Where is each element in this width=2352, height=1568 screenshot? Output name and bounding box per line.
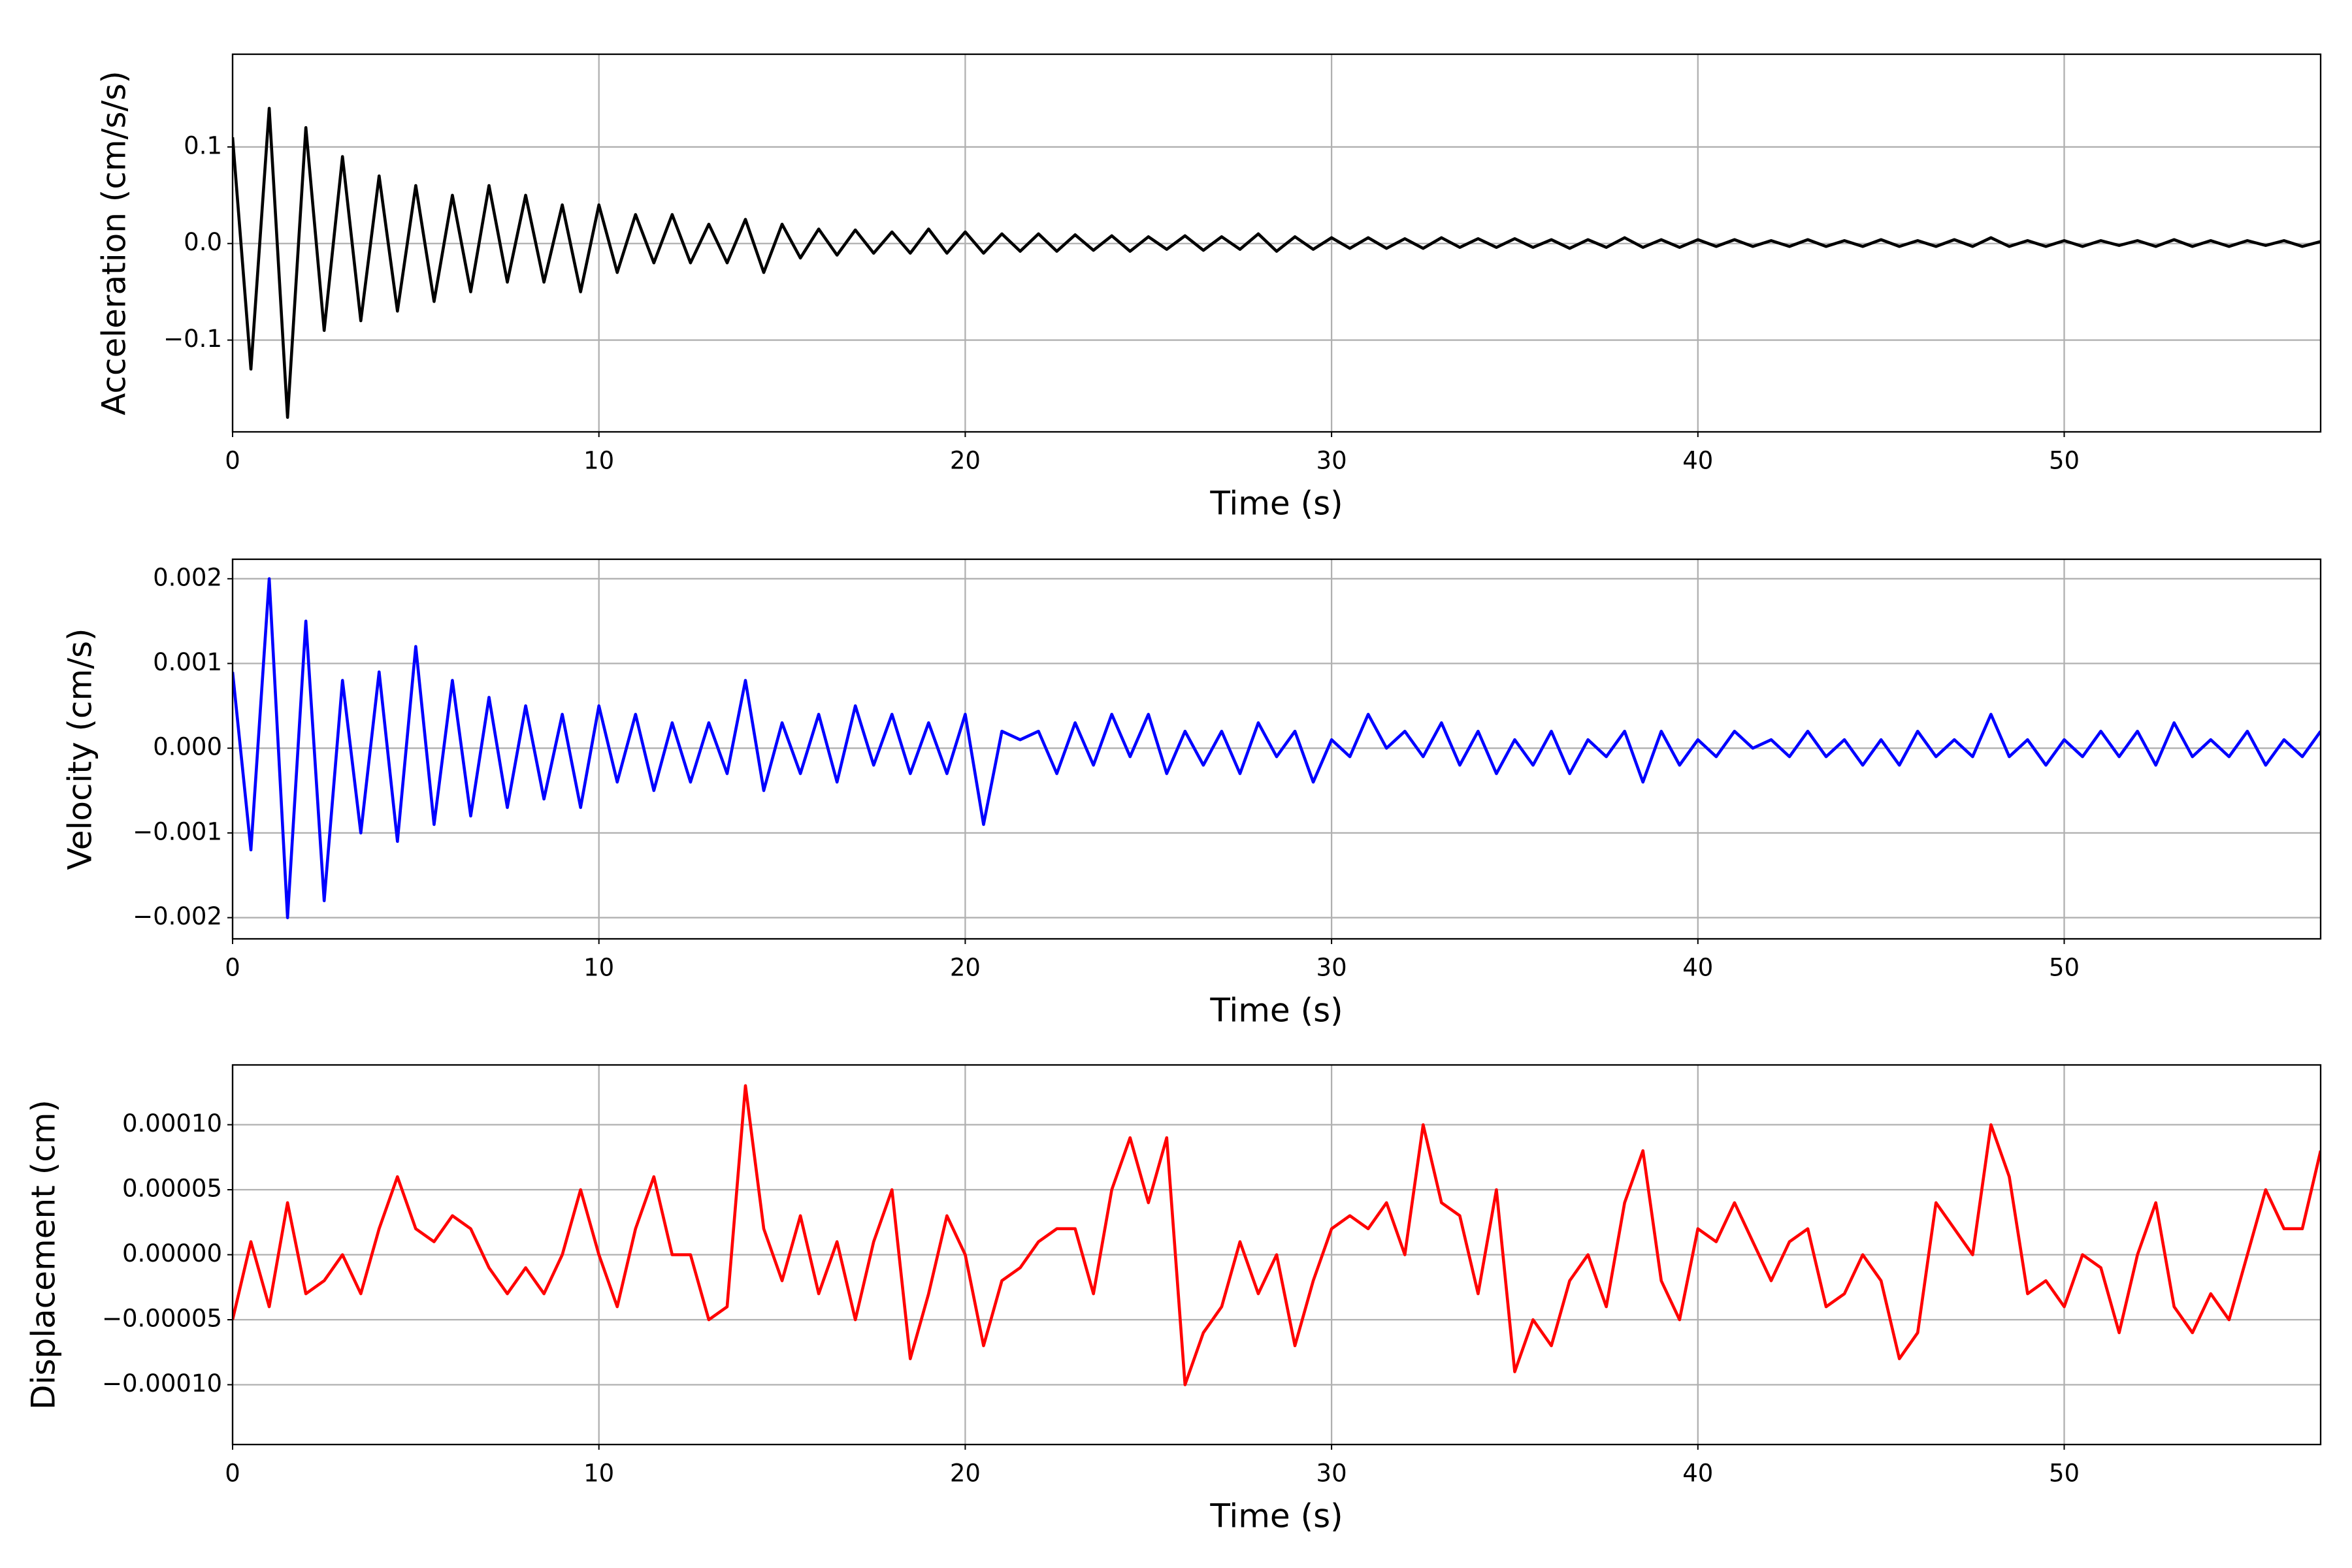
data-line bbox=[233, 1084, 2321, 1386]
x-tick-label: 20 bbox=[950, 447, 981, 475]
y-tick-label: 0.00005 bbox=[122, 1175, 222, 1203]
x-tick-label: 10 bbox=[583, 447, 614, 475]
y-axis-label: Displacement (cm) bbox=[25, 1100, 63, 1410]
x-tick-label: 0 bbox=[225, 1460, 240, 1488]
y-tick-label: 0.0 bbox=[184, 228, 222, 256]
x-tick-label: 40 bbox=[1682, 1460, 1713, 1488]
x-tick-label: 40 bbox=[1682, 954, 1713, 982]
x-axis-label: Time (s) bbox=[1209, 992, 1343, 1030]
x-tick-label: 30 bbox=[1316, 1460, 1347, 1488]
y-tick-label: −0.00010 bbox=[102, 1369, 222, 1397]
y-tick-label: 0.00010 bbox=[122, 1109, 222, 1137]
x-axis-label: Time (s) bbox=[1209, 485, 1343, 523]
y-tick-label: −0.1 bbox=[163, 325, 222, 353]
y-tick-label: 0.002 bbox=[153, 563, 222, 591]
plot-frame bbox=[231, 53, 2322, 433]
y-tick-label: 0.00000 bbox=[122, 1239, 222, 1267]
y-tick-label: 0.000 bbox=[153, 733, 222, 761]
x-tick-label: 10 bbox=[583, 1460, 614, 1488]
x-tick-label: 50 bbox=[2049, 954, 2080, 982]
y-axis-label: Velocity (cm/s) bbox=[61, 628, 99, 870]
y-tick-label: −0.001 bbox=[133, 817, 222, 845]
x-tick-label: 50 bbox=[2049, 1460, 2080, 1488]
x-tick-label: 10 bbox=[583, 954, 614, 982]
plot-frame bbox=[231, 558, 2322, 940]
y-tick-label: 0.001 bbox=[153, 648, 222, 676]
x-tick-label: 50 bbox=[2049, 447, 2080, 475]
y-axis-label: Acceleration (cm/s/s) bbox=[95, 71, 133, 416]
x-tick-label: 0 bbox=[225, 447, 240, 475]
plot-frame bbox=[231, 1064, 2322, 1446]
y-tick-label: −0.00005 bbox=[102, 1304, 222, 1332]
x-tick-label: 30 bbox=[1316, 447, 1347, 475]
x-axis-label: Time (s) bbox=[1209, 1497, 1343, 1535]
x-tick-label: 30 bbox=[1316, 954, 1347, 982]
data-line bbox=[233, 577, 2321, 919]
y-tick-label: 0.1 bbox=[184, 131, 222, 159]
y-tick-label: −0.002 bbox=[133, 902, 222, 930]
x-tick-label: 20 bbox=[950, 1460, 981, 1488]
data-line bbox=[233, 106, 2321, 419]
x-tick-label: 0 bbox=[225, 954, 240, 982]
x-tick-label: 20 bbox=[950, 954, 981, 982]
x-tick-label: 40 bbox=[1682, 447, 1713, 475]
